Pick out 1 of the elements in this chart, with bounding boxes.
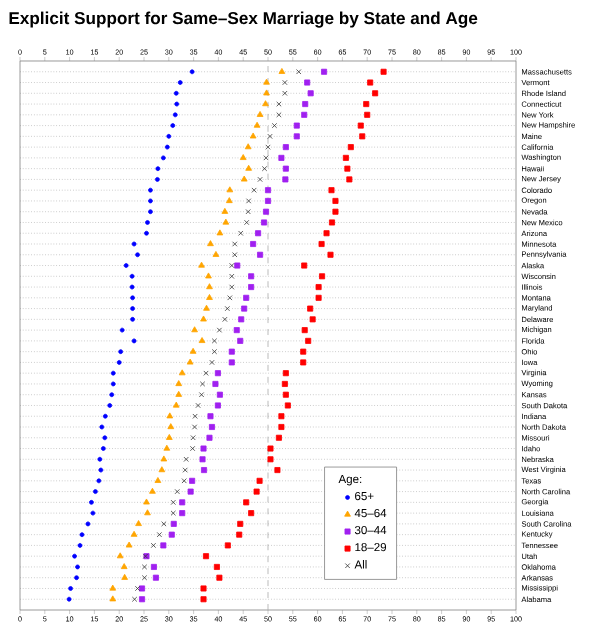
chart-title: Explicit Support for Same–Sex Marriage by State and Age [9,11,478,28]
